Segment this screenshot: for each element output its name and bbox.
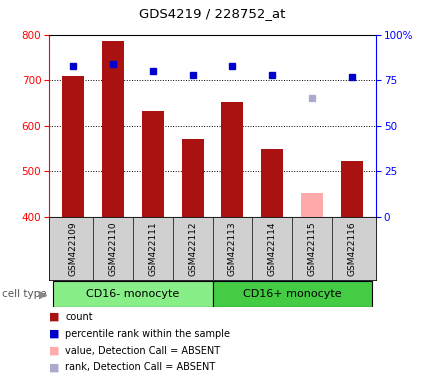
Text: ■: ■ [49, 312, 60, 322]
Text: ■: ■ [49, 346, 60, 356]
Bar [221, 102, 244, 217]
Text: GSM422110: GSM422110 [108, 221, 117, 276]
Text: GSM422112: GSM422112 [188, 222, 197, 276]
Text: percentile rank within the sample: percentile rank within the sample [65, 329, 230, 339]
Bar [261, 149, 283, 217]
Text: GDS4219 / 228752_at: GDS4219 / 228752_at [139, 7, 286, 20]
Bar [102, 41, 124, 217]
Text: ■: ■ [49, 329, 60, 339]
Bar [341, 161, 363, 217]
Text: GSM422113: GSM422113 [228, 221, 237, 276]
Bar [62, 76, 84, 217]
Text: count: count [65, 312, 93, 322]
FancyBboxPatch shape [53, 281, 212, 307]
Text: GSM422115: GSM422115 [308, 221, 317, 276]
FancyBboxPatch shape [212, 281, 372, 307]
Text: ▶: ▶ [39, 289, 48, 299]
Text: GSM422116: GSM422116 [348, 221, 357, 276]
Text: GSM422114: GSM422114 [268, 222, 277, 276]
Bar [142, 111, 164, 217]
Text: value, Detection Call = ABSENT: value, Detection Call = ABSENT [65, 346, 220, 356]
Text: cell type: cell type [2, 289, 47, 299]
Text: rank, Detection Call = ABSENT: rank, Detection Call = ABSENT [65, 362, 215, 372]
Text: CD16+ monocyte: CD16+ monocyte [243, 289, 342, 299]
Text: CD16- monocyte: CD16- monocyte [86, 289, 179, 299]
Text: GSM422111: GSM422111 [148, 221, 157, 276]
Bar [181, 139, 204, 217]
Text: ■: ■ [49, 362, 60, 372]
Text: GSM422109: GSM422109 [68, 221, 77, 276]
Bar [301, 193, 323, 217]
